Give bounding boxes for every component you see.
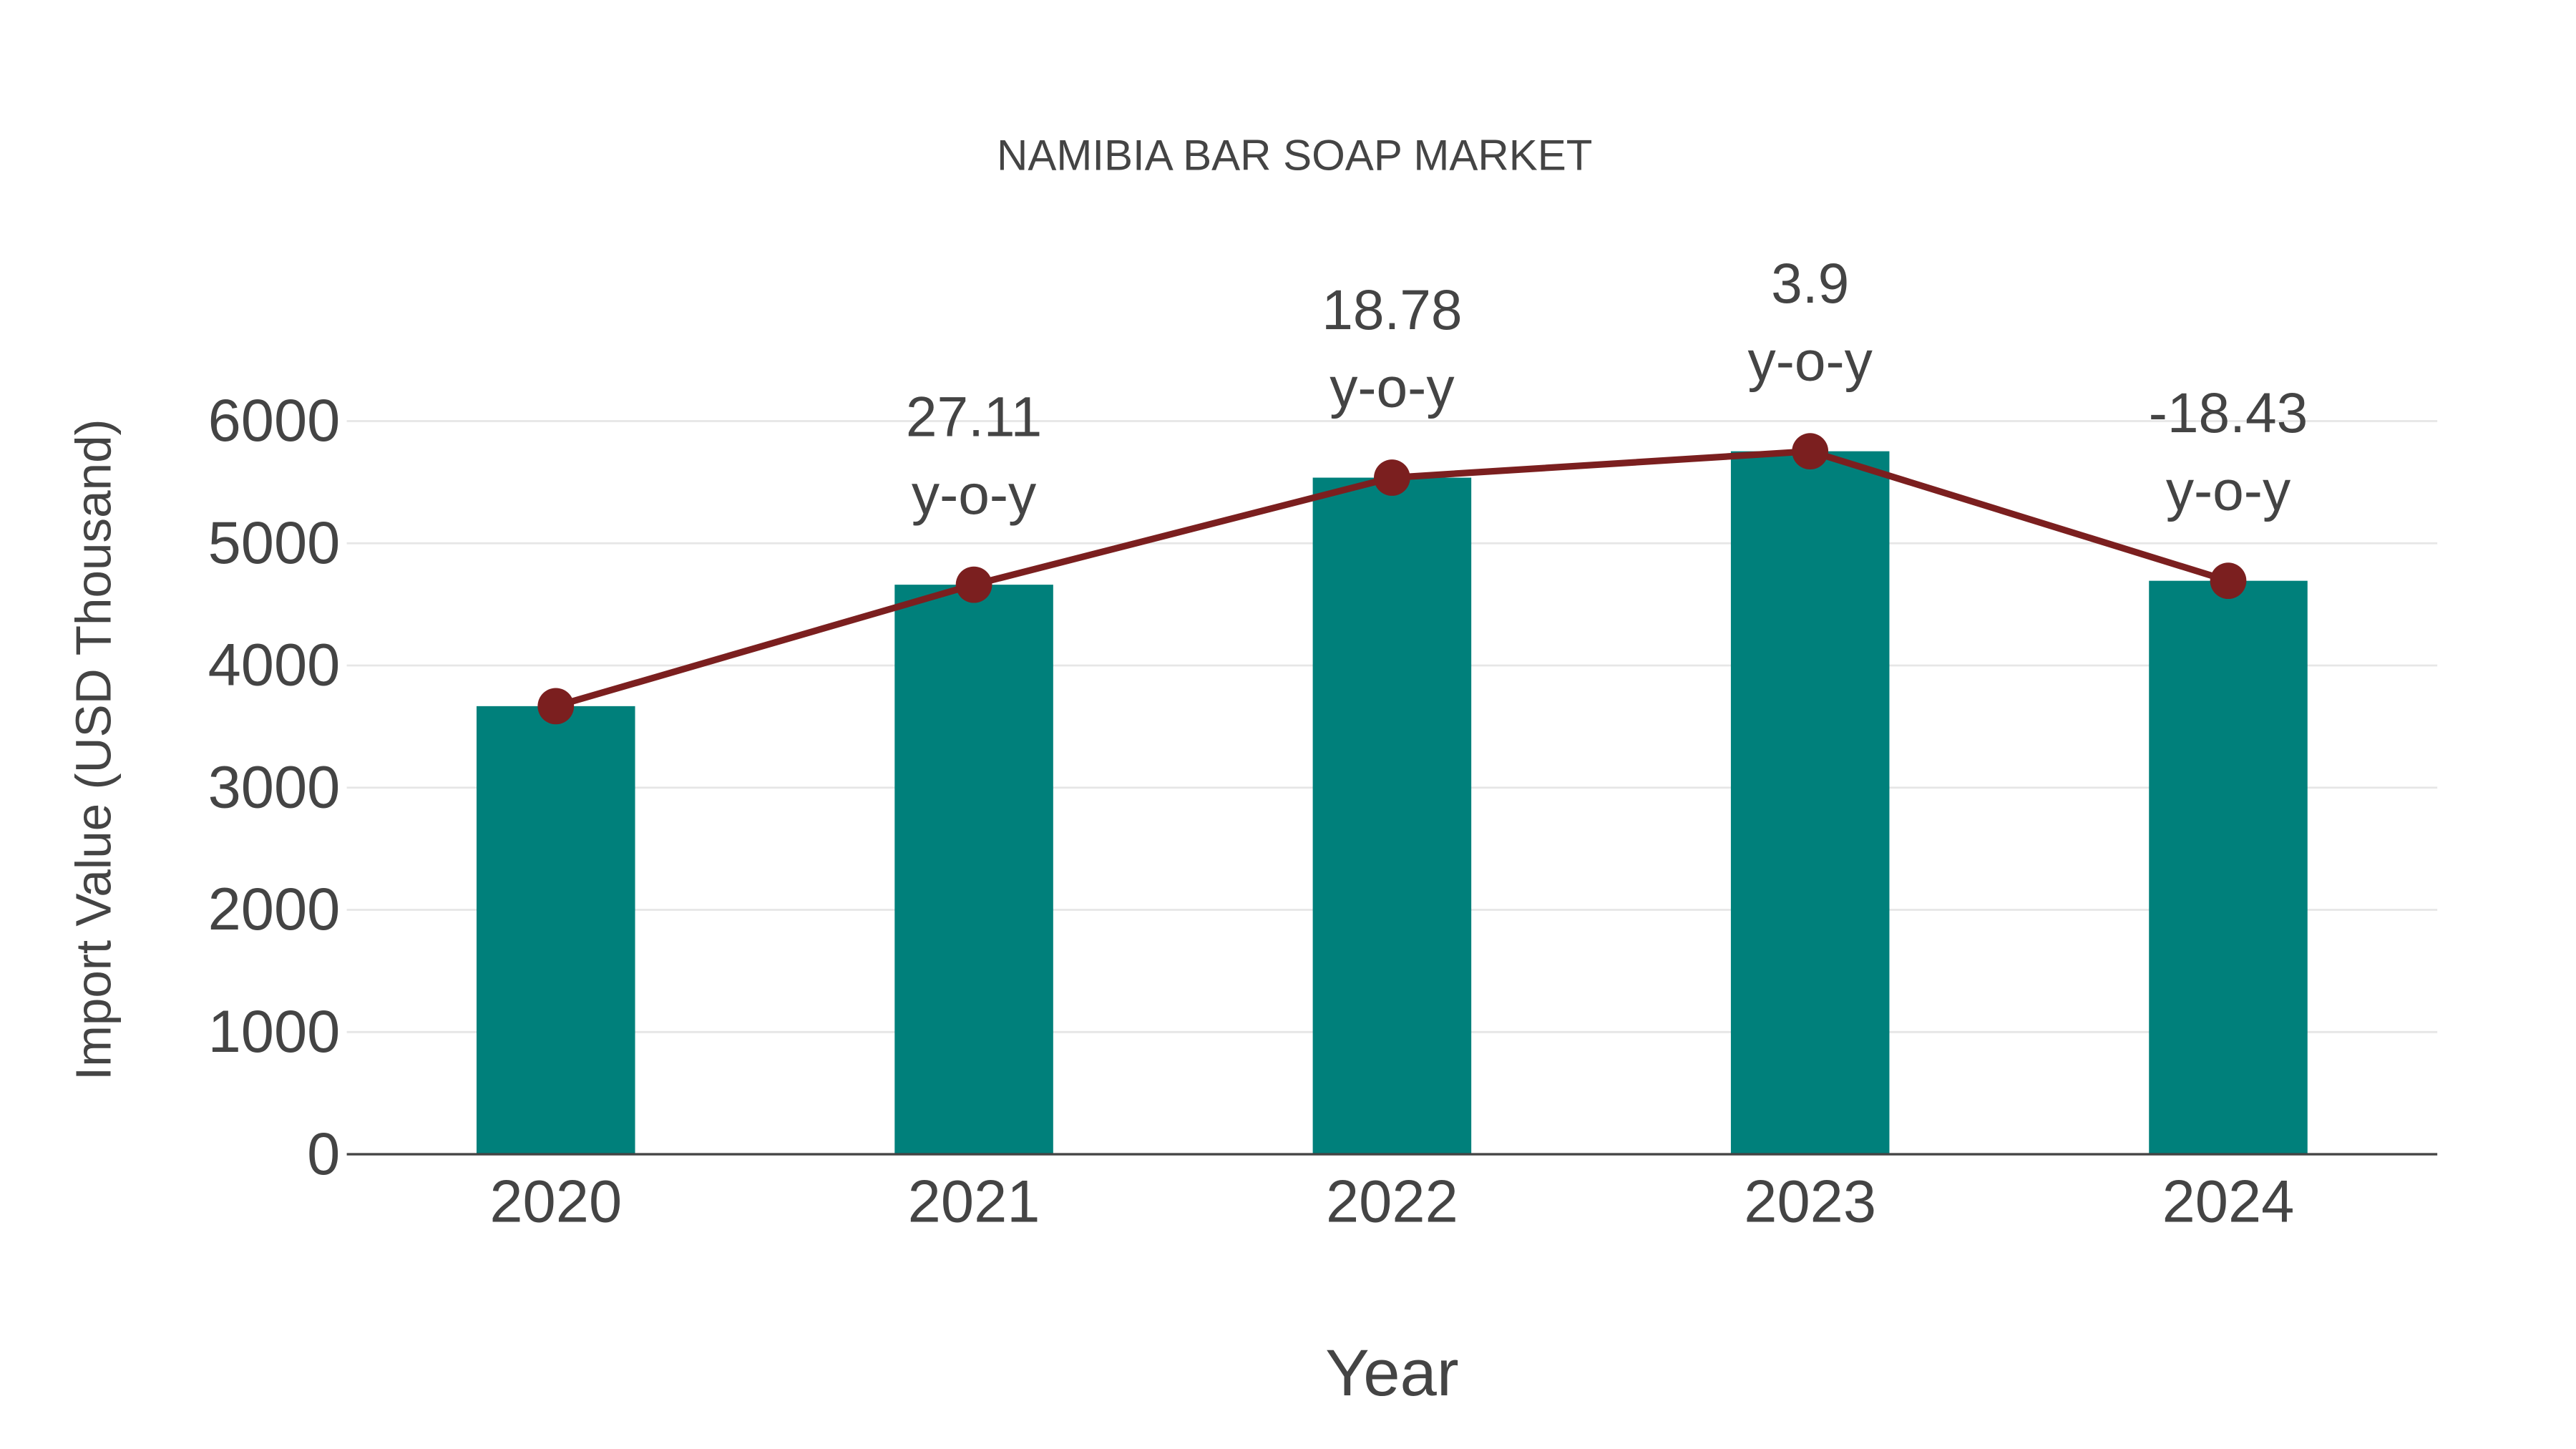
yoy-suffix-label: y-o-y (1748, 329, 1873, 392)
x-tick-label: 2024 (2162, 1169, 2295, 1235)
x-axis-label: Year (1325, 1335, 1458, 1410)
y-tick-label: 2000 (208, 876, 341, 942)
trend-point-2022 (1374, 459, 1410, 496)
yoy-suffix-label: y-o-y (1330, 356, 1455, 419)
yoy-suffix-label: y-o-y (2166, 459, 2291, 522)
bar-2022 (1312, 477, 1472, 1155)
bar-2024 (2149, 580, 2308, 1155)
trend-point-2020 (537, 688, 575, 725)
trend-point-2023 (1792, 433, 1829, 470)
yoy-value-label: -18.43 (2149, 381, 2308, 444)
yoy-value-label: 18.78 (1322, 278, 1462, 341)
chart-title: NAMIBIA BAR SOAP MARKET (997, 132, 1592, 180)
x-tick-label: 2021 (908, 1169, 1040, 1235)
bar-2020 (477, 706, 635, 1155)
y-tick-label: 4000 (208, 632, 341, 698)
trend-point-2024 (2210, 562, 2247, 600)
y-tick-label: 0 (307, 1121, 340, 1187)
yoy-value-label: 3.9 (1771, 252, 1849, 315)
y-tick-label: 3000 (208, 753, 341, 820)
x-tick-label: 2023 (1744, 1169, 1876, 1235)
y-tick-label: 6000 (208, 387, 341, 454)
y-axis-label: Import Value (USD Thousand) (66, 419, 122, 1080)
bar-2021 (894, 585, 1053, 1155)
yoy-value-label: 27.11 (906, 385, 1043, 448)
yoy-suffix-label: y-o-y (912, 463, 1037, 526)
trend-point-2021 (955, 566, 992, 603)
bar-2023 (1730, 451, 1890, 1155)
y-tick-label: 5000 (208, 509, 341, 576)
y-tick-label: 1000 (208, 998, 341, 1065)
x-tick-label: 2022 (1326, 1169, 1458, 1235)
x-tick-label: 2020 (489, 1169, 622, 1235)
